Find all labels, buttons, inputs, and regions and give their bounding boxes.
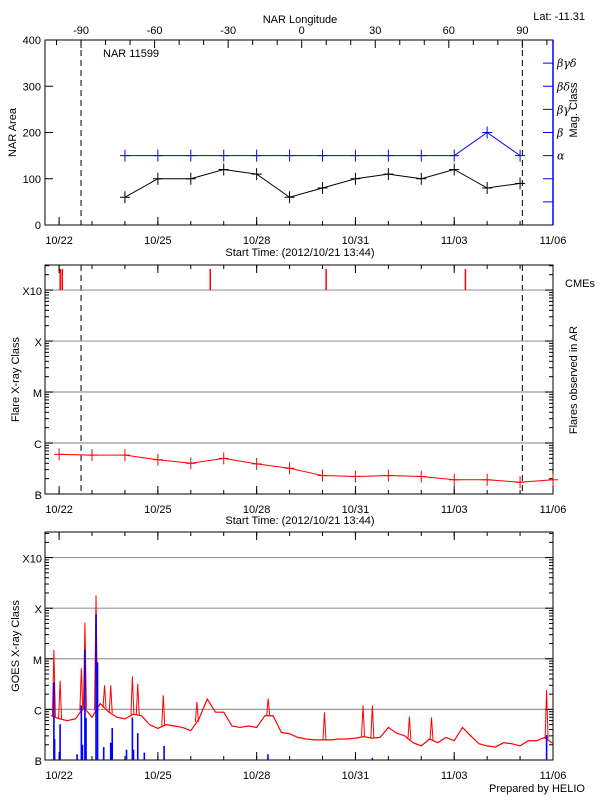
x-tick-label: 11/03 — [441, 770, 468, 782]
goes-long-channel-line — [50, 697, 554, 748]
y-tick-label: 200 — [23, 128, 41, 140]
x-tick-label: 11/03 — [441, 235, 468, 247]
longitude-tick-label: -30 — [220, 25, 236, 37]
latitude-label: Lat: -11.31 — [533, 11, 585, 23]
class-tick-label: M — [33, 388, 42, 400]
goes-long-flare-spike — [266, 698, 271, 716]
y-tick-label: 0 — [35, 220, 41, 232]
class-tick-label: B — [35, 490, 42, 502]
class-tick-label: X10 — [22, 286, 42, 298]
mag-class-tick-label: βδ — [556, 80, 570, 93]
class-tick-label: X — [35, 337, 43, 349]
top-axis-title: NAR Longitude — [263, 14, 338, 26]
plot-frame — [44, 264, 554, 495]
goes-long-flare-spike — [194, 701, 199, 722]
x-tick-label: 10/31 — [342, 504, 370, 516]
x-tick-label: 10/22 — [45, 770, 73, 782]
flare-class-line — [59, 453, 554, 483]
mag-class-tick-label: β — [556, 127, 563, 140]
goes-long-flare-spike — [108, 685, 113, 714]
mag-class-tick-label: βγδ — [556, 57, 577, 70]
longitude-tick-label: 0 — [299, 25, 305, 37]
y-axis-title: Flare X-ray Class — [10, 337, 22, 422]
x-tick-label: 10/22 — [45, 504, 73, 516]
prepared-by-label: Prepared by HELIO — [489, 783, 585, 795]
goes-long-flare-spike — [135, 683, 140, 716]
plot-frame — [44, 531, 554, 761]
goes-long-flare-spike — [51, 649, 56, 717]
goes-long-flare-spike — [130, 676, 135, 715]
y-axis-title: GOES X-ray Class — [10, 600, 22, 692]
goes-long-flare-spike — [161, 695, 166, 726]
mag-class-tick-label: α — [557, 150, 565, 163]
region-label: NAR 11599 — [103, 48, 159, 60]
goes-long-flare-spike — [544, 690, 549, 739]
class-tick-label: C — [34, 439, 42, 451]
x-tick-label: 11/06 — [540, 235, 567, 247]
class-tick-label: M — [33, 655, 42, 667]
longitude-tick-label: 60 — [443, 25, 455, 37]
y-tick-label: 300 — [23, 81, 41, 93]
x-tick-label: 11/06 — [540, 770, 567, 782]
longitude-tick-label: -90 — [73, 25, 89, 37]
x-tick-label: 10/31 — [342, 235, 370, 247]
longitude-tick-label: 90 — [516, 25, 528, 37]
goes-long-flare-spike — [58, 680, 63, 720]
goes-long-flare-spike — [82, 622, 87, 709]
x-tick-label: 11/03 — [441, 504, 468, 516]
goes-long-flare-spike — [322, 712, 327, 740]
cme-legend-label: CMEs — [565, 278, 595, 290]
x-tick-label: 10/28 — [243, 235, 271, 247]
x-tick-label: 10/28 — [243, 504, 271, 516]
goes-long-flare-spike — [361, 705, 366, 737]
y-axis-title: NAR Area — [7, 107, 19, 157]
longitude-tick-label: 30 — [369, 25, 381, 37]
longitude-tick-label: -60 — [147, 25, 163, 37]
goes-long-flare-spike — [79, 668, 84, 711]
y2-axis-title: Flares observed in AR — [568, 326, 580, 434]
class-tick-label: B — [35, 756, 42, 768]
y-tick-label: 400 — [23, 35, 41, 47]
class-tick-label: C — [34, 705, 42, 717]
x-tick-label: 11/06 — [540, 504, 567, 516]
x-tick-label: 10/31 — [342, 770, 370, 782]
goes-long-flare-spike — [407, 716, 412, 740]
panel-2 — [44, 264, 558, 495]
mag-class-tick-label: βγ — [556, 103, 570, 116]
class-tick-label: X10 — [22, 554, 42, 566]
x-tick-label: 10/28 — [243, 770, 271, 782]
panel-1 — [44, 39, 554, 226]
x-tick-label: 10/25 — [144, 235, 172, 247]
class-tick-label: X — [35, 604, 43, 616]
x-tick-label: 10/22 — [45, 235, 73, 247]
y-tick-label: 100 — [23, 174, 41, 186]
x-axis-title: Start Time: (2012/10/21 13:44) — [225, 515, 374, 527]
goes-long-flare-spike — [429, 717, 434, 740]
goes-long-flare-spike — [102, 685, 107, 708]
x-axis-title: Start Time: (2012/10/21 13:44) — [225, 247, 374, 259]
x-tick-label: 10/25 — [144, 504, 172, 516]
panel-3 — [44, 531, 554, 761]
x-tick-label: 10/25 — [144, 770, 172, 782]
goes-long-flare-spike — [370, 705, 375, 739]
y2-axis-title: Mag. Class — [568, 82, 580, 138]
